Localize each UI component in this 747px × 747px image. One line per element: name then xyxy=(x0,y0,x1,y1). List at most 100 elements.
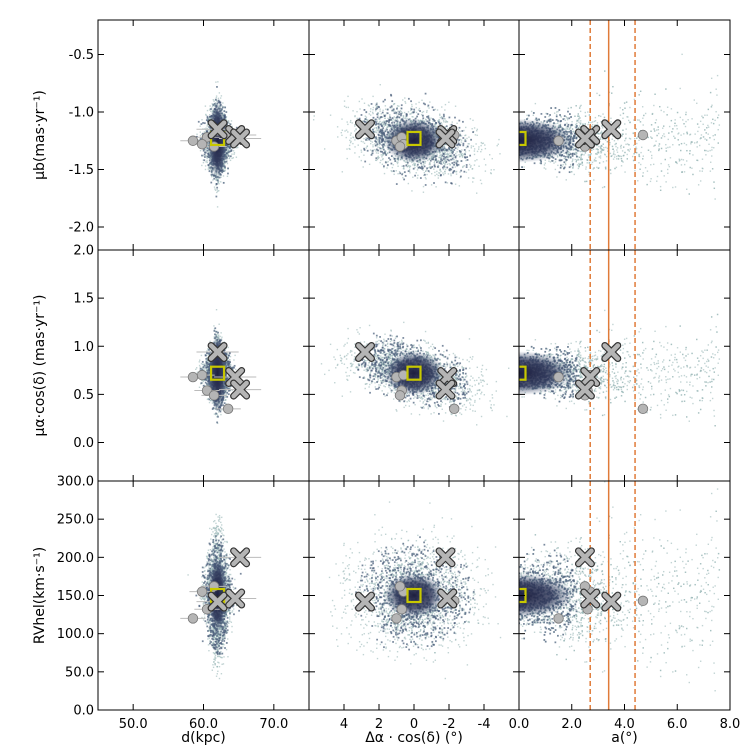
cloud-point xyxy=(408,164,410,167)
cloud-point xyxy=(427,105,429,108)
cloud-point xyxy=(206,127,209,130)
cloud-core-point xyxy=(227,151,230,153)
cloud-point xyxy=(207,129,209,131)
panel-plot-area xyxy=(312,84,501,194)
cloud-point xyxy=(216,206,219,208)
cloud-core-point xyxy=(216,179,219,182)
cloud-point xyxy=(354,115,356,118)
cloud-point xyxy=(208,165,211,167)
y-tick-label: -1.5 xyxy=(69,163,94,178)
circle-marker xyxy=(187,135,199,146)
cloud-point xyxy=(210,168,212,170)
cloud-point xyxy=(409,165,412,167)
cloud-point xyxy=(231,147,233,149)
cloud-point xyxy=(219,103,221,105)
cloud-point xyxy=(413,162,415,164)
cloud-point xyxy=(444,121,447,123)
cloud-point xyxy=(373,127,376,129)
cloud-point xyxy=(232,157,234,159)
cloud-point xyxy=(378,118,381,121)
cloud-point xyxy=(206,123,209,126)
cloud-point xyxy=(217,97,220,100)
cloud-core-point xyxy=(208,115,211,118)
cloud-point xyxy=(445,143,448,146)
cloud-point xyxy=(220,176,222,178)
cloud-core-point xyxy=(206,147,209,150)
cloud-point xyxy=(415,172,417,174)
cloud-point xyxy=(442,151,444,153)
cloud-point xyxy=(447,173,450,175)
cloud-point xyxy=(386,161,388,164)
cloud-point xyxy=(210,172,213,174)
cloud-point xyxy=(396,106,398,109)
cloud-core-point xyxy=(207,118,210,121)
cloud-point xyxy=(211,103,213,105)
cloud-core-point xyxy=(229,155,232,158)
cloud-point xyxy=(347,106,350,109)
cloud-point xyxy=(484,164,487,166)
cloud-point xyxy=(205,156,208,158)
cloud-point xyxy=(351,122,353,124)
cloud-point xyxy=(393,173,395,176)
cloud-point xyxy=(457,129,460,131)
cloud-point xyxy=(410,112,413,114)
cloud-point xyxy=(398,171,401,173)
cloud-core-point xyxy=(210,173,213,176)
cloud-point xyxy=(218,189,220,192)
cloud-point xyxy=(468,136,470,138)
cloud-point xyxy=(204,105,207,107)
cloud-point xyxy=(438,172,440,174)
cloud-core-point xyxy=(217,99,220,102)
cloud-point xyxy=(226,175,229,177)
cloud-core-point xyxy=(228,150,231,153)
cloud-point xyxy=(348,147,350,150)
cloud-core-point xyxy=(203,122,206,125)
cloud-point xyxy=(227,146,229,149)
cloud-point xyxy=(480,144,482,147)
cloud-point xyxy=(199,149,202,152)
cloud-point xyxy=(235,147,238,149)
cloud-point xyxy=(469,118,472,120)
cloud-point xyxy=(383,166,385,169)
cloud-point xyxy=(227,153,229,155)
cloud-point xyxy=(226,159,228,161)
cloud-point xyxy=(391,106,393,109)
cloud-point xyxy=(213,186,216,188)
cloud-core-point xyxy=(218,101,221,104)
cloud-point xyxy=(206,157,208,160)
cloud-point xyxy=(209,169,211,171)
cloud-core-point xyxy=(197,120,200,123)
cloud-point xyxy=(211,175,213,178)
cloud-point xyxy=(384,105,387,107)
cloud-point xyxy=(393,103,396,105)
cloud-point xyxy=(350,140,352,143)
cloud-point xyxy=(470,145,473,147)
cloud-point xyxy=(232,150,235,152)
cloud-point xyxy=(370,108,372,110)
cloud-point xyxy=(483,158,486,160)
cloud-point xyxy=(196,133,198,135)
cloud-point xyxy=(394,119,396,121)
cloud-point xyxy=(407,182,410,185)
y-tick-label: -2.0 xyxy=(69,221,94,236)
cloud-point xyxy=(358,100,361,103)
cloud-point xyxy=(356,117,358,120)
cloud-point xyxy=(360,149,362,151)
cloud-point xyxy=(224,170,227,172)
cloud-core-point xyxy=(210,170,213,173)
cloud-point xyxy=(438,156,440,159)
cloud-core-point xyxy=(203,153,206,156)
cloud-core-point xyxy=(206,117,209,119)
cloud-core-point xyxy=(225,152,228,155)
cloud-point xyxy=(227,120,229,122)
cloud-point xyxy=(436,173,438,175)
cloud-point xyxy=(343,105,346,107)
cloud-point xyxy=(474,134,477,136)
cloud-core-point xyxy=(225,155,228,158)
cloud-point xyxy=(467,177,470,179)
cloud-point xyxy=(354,152,356,154)
cloud-core-point xyxy=(211,173,214,176)
cloud-core-point xyxy=(225,146,228,149)
cloud-point xyxy=(459,138,462,141)
cloud-point xyxy=(207,168,210,170)
